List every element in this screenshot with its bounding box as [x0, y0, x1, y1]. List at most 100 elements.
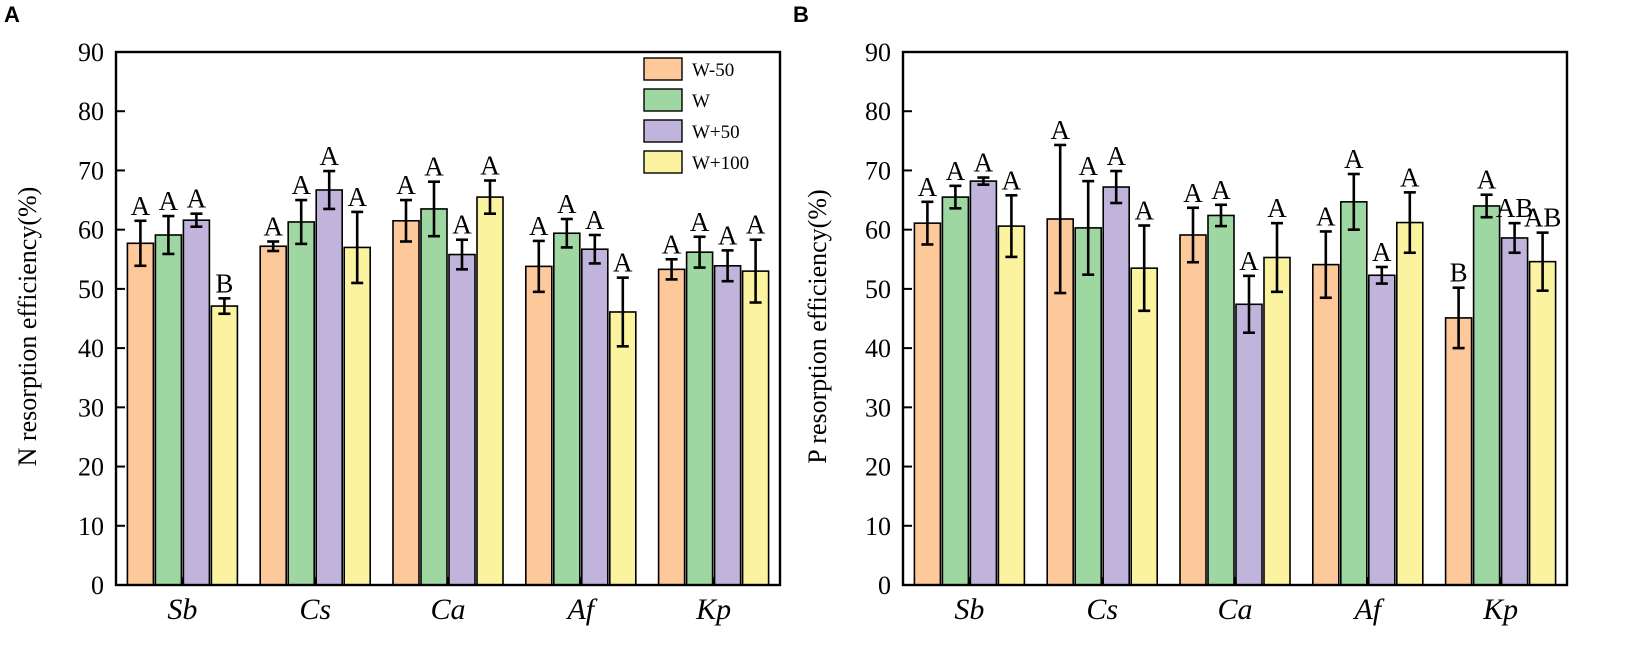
significance-letter: A: [1372, 237, 1392, 267]
significance-letter: A: [1400, 162, 1420, 192]
significance-letter: A: [1078, 151, 1098, 181]
significance-letter: A: [347, 182, 367, 212]
significance-letter: A: [613, 248, 633, 278]
significance-letter: A: [557, 189, 577, 219]
panel-label: A: [4, 2, 20, 27]
significance-letter: A: [529, 211, 549, 241]
y-tick-label: 10: [865, 512, 891, 541]
significance-letter: A: [1183, 178, 1203, 208]
significance-letter: A: [690, 207, 710, 237]
bar: [1340, 201, 1368, 586]
significance-letter: A: [946, 156, 966, 186]
bar: [259, 245, 288, 586]
y-tick-label: 0: [878, 571, 891, 600]
bar: [287, 221, 316, 586]
bar: [126, 242, 155, 586]
significance-letter: A: [918, 172, 938, 202]
bar: [524, 265, 553, 586]
significance-letter: A: [718, 220, 738, 250]
y-tick-label: 10: [78, 512, 104, 541]
significance-letter: A: [291, 170, 311, 200]
significance-letter: A: [1267, 193, 1287, 223]
y-tick-label: 60: [78, 216, 104, 245]
significance-letter: A: [1344, 144, 1364, 174]
bar: [1312, 263, 1340, 586]
significance-letter: A: [1106, 141, 1126, 171]
y-tick-label: 50: [78, 275, 104, 304]
bar: [1130, 267, 1158, 586]
bar: [997, 225, 1026, 586]
panel-b: B P resorption efficiency(%) 0 10 20 30 40 50 60…: [793, 2, 1569, 626]
bar: [913, 222, 942, 586]
bar: [580, 248, 609, 586]
bar: [1396, 221, 1424, 586]
y-axis-label: P resorption efficiency(%): [803, 189, 832, 463]
x-category-label: Ca: [430, 593, 465, 626]
x-category-label: Cs: [1086, 593, 1118, 626]
x-category-label: Sb: [954, 593, 984, 626]
significance-letter: A: [319, 141, 339, 171]
y-tick-label: 90: [78, 38, 104, 67]
bar: [420, 208, 448, 586]
bar: [315, 189, 344, 586]
x-category-label: Sb: [167, 593, 197, 626]
significance-letter: B: [215, 268, 233, 298]
significance-letter: B: [1450, 258, 1468, 288]
y-tick-label: 80: [78, 97, 104, 126]
significance-letter: AB: [1496, 193, 1534, 223]
bar: [1074, 227, 1102, 586]
y-tick-label: 0: [91, 571, 104, 600]
bar: [741, 270, 770, 586]
legend-swatch: [643, 119, 683, 143]
bar: [1207, 214, 1235, 586]
y-axis-label: N resorption efficiency(%): [13, 187, 42, 467]
y-tick-label: 40: [865, 334, 891, 363]
x-category-label: Af: [1352, 593, 1384, 626]
significance-letter: A: [187, 184, 207, 214]
significance-letter: A: [1002, 165, 1022, 195]
bar: [1368, 274, 1396, 586]
bar: [1179, 234, 1207, 586]
significance-letter: A: [159, 186, 179, 216]
bar: [1472, 205, 1501, 586]
significance-letter: A: [1477, 165, 1497, 195]
y-tick-label: 70: [865, 156, 891, 185]
legend-swatch: [643, 150, 683, 174]
bar: [1444, 317, 1473, 586]
legend-label: W-50: [692, 60, 734, 81]
legend-label: W: [692, 91, 710, 112]
significance-letter: A: [131, 191, 151, 221]
y-tick-label: 20: [865, 453, 891, 482]
y-tick-label: 50: [865, 275, 891, 304]
bar: [343, 246, 372, 586]
significance-letter: A: [585, 205, 605, 235]
x-category-label: Cs: [299, 593, 331, 626]
plot-frame: [901, 50, 1569, 587]
significance-letter: A: [1050, 115, 1070, 145]
bar: [1528, 260, 1557, 586]
significance-letter: A: [1211, 175, 1231, 205]
x-category-label: Kp: [1482, 593, 1518, 626]
x-category-label: Ca: [1217, 593, 1252, 626]
significance-letter: A: [1239, 246, 1259, 276]
y-tick-label: 60: [865, 216, 891, 245]
significance-letter: A: [263, 212, 283, 242]
significance-letter: A: [452, 210, 472, 240]
significance-letter: A: [1134, 196, 1154, 226]
significance-letter: A: [424, 152, 444, 182]
legend-swatch: [643, 88, 683, 112]
bar: [476, 196, 504, 586]
bar: [182, 219, 211, 586]
significance-letter: A: [662, 229, 682, 259]
bar: [448, 253, 476, 586]
significance-letter: A: [480, 151, 500, 181]
panel-a: A N resorption efficiency(%) 0 10 20 30 40 50 60…: [4, 2, 782, 626]
bar: [969, 180, 998, 586]
y-tick-label: 90: [865, 38, 891, 67]
y-tick-label: 40: [78, 334, 104, 363]
significance-letter: A: [1316, 201, 1336, 231]
x-category-label: Af: [565, 593, 597, 626]
bar: [713, 264, 742, 586]
bar: [210, 305, 239, 586]
y-tick-label: 30: [865, 393, 891, 422]
